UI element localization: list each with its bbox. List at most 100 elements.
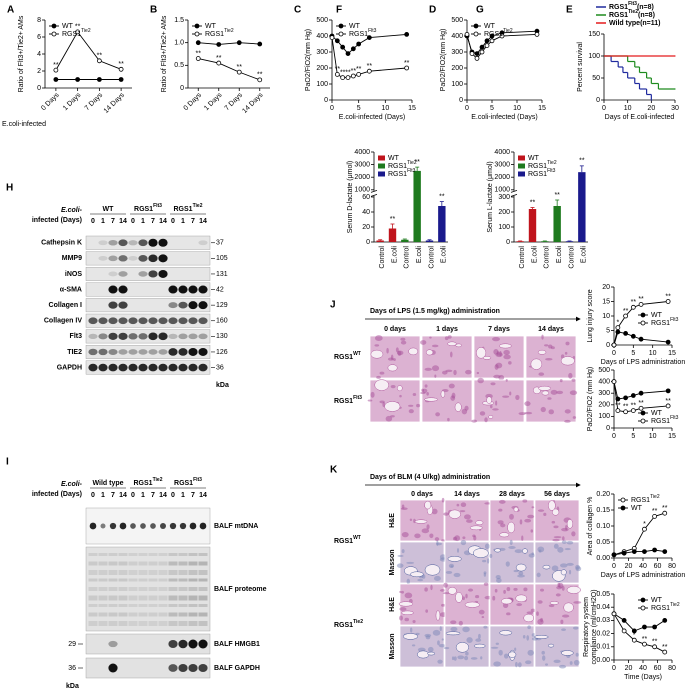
- proteome-smear: [178, 595, 188, 601]
- x-tick-label: Control: [379, 246, 386, 269]
- proteome-smear: [158, 561, 168, 566]
- data-point: [334, 72, 340, 77]
- airway: [464, 601, 480, 608]
- x-tick-label: 10: [513, 105, 521, 112]
- data-point: [638, 405, 644, 411]
- tissue-texture: [396, 350, 404, 356]
- blot-band: [118, 317, 128, 325]
- tissue-texture: [370, 391, 375, 398]
- bar: [541, 241, 549, 242]
- significance: **: [414, 159, 420, 166]
- tissue-texture: [524, 411, 533, 415]
- axis-break-mark: [510, 190, 518, 193]
- series-line: [613, 512, 665, 556]
- blot-band: [168, 664, 178, 672]
- data-point: [665, 388, 671, 394]
- blot-band: [148, 332, 158, 341]
- blot-strip: [85, 298, 211, 313]
- label-name: RGS1: [334, 538, 353, 545]
- tissue-texture: [487, 558, 490, 564]
- x-tick-label: 5: [490, 105, 494, 112]
- tissue-texture: [531, 506, 535, 509]
- proteome-smear: [198, 553, 208, 556]
- data-point: [652, 624, 657, 630]
- tissue-texture: [400, 507, 408, 510]
- airway: [454, 402, 462, 412]
- tissue-texture: [429, 336, 432, 339]
- tissue-texture: [478, 609, 485, 615]
- y-tick-label: 0.02: [596, 630, 610, 637]
- proteome-smear: [138, 604, 148, 607]
- tissue-texture: [424, 367, 432, 371]
- legend-marker: [640, 605, 646, 611]
- tissue-texture: [399, 615, 403, 621]
- airway: [499, 532, 510, 538]
- proteome-smear: [198, 578, 208, 582]
- data-point: [623, 395, 628, 401]
- y-tick-label: 400: [598, 378, 610, 385]
- legend-swatch: [518, 171, 525, 177]
- y-tick-label: 100: [588, 53, 600, 60]
- x-tick-label: 1 Days: [203, 91, 224, 112]
- tissue-texture: [495, 352, 503, 358]
- airway: [537, 349, 547, 355]
- tissue-texture: [492, 408, 499, 411]
- tissue-texture: [390, 384, 396, 389]
- tissue-texture: [553, 525, 559, 529]
- significance: **: [642, 636, 648, 643]
- legend-swatch: [518, 155, 525, 161]
- proteome-smear: [108, 587, 118, 591]
- blot-band: [158, 238, 168, 247]
- y-tick-label: 0: [606, 342, 610, 349]
- blot-strip: [85, 235, 211, 250]
- column-label: 0 days: [411, 491, 433, 498]
- tissue-texture: [537, 600, 543, 604]
- lane-label: 7: [151, 218, 155, 225]
- label-name: RGS1: [528, 163, 547, 170]
- y-tick-label: 300: [498, 194, 510, 201]
- tissue-texture: [484, 502, 492, 505]
- x-tick-label: 20: [647, 105, 655, 112]
- proteome-smear: [148, 621, 158, 626]
- panel-letter: I: [6, 457, 9, 468]
- airway: [523, 613, 535, 623]
- blot-band: [158, 363, 168, 372]
- tissue-texture: [537, 509, 545, 512]
- airway: [522, 548, 528, 554]
- significance: **: [623, 308, 629, 315]
- y-axis-label: PaO2/FIO2(mm Hg): [440, 29, 447, 92]
- blot-band: [138, 317, 148, 325]
- proteome-smear: [158, 595, 168, 601]
- dot-blot: [130, 523, 136, 529]
- blot-band: [148, 270, 158, 278]
- x-tick-label: 10: [381, 105, 389, 112]
- tissue-texture: [564, 419, 571, 423]
- tissue-texture: [538, 549, 542, 553]
- tissue-texture: [466, 637, 473, 644]
- tissue-texture: [417, 578, 424, 582]
- blot-header: infected (Days): [32, 217, 82, 224]
- blot-band: [88, 363, 98, 372]
- label: RGS1Tie2: [205, 28, 234, 38]
- dot-blot: [89, 522, 97, 530]
- tissue-texture: [502, 395, 510, 398]
- y-tick-label: 150: [588, 31, 600, 38]
- significance: **: [579, 158, 585, 165]
- x-tick-label: 14 Days: [103, 91, 126, 114]
- label: RGS1Flt3: [528, 168, 556, 178]
- label-name: RGS1: [349, 31, 368, 38]
- tissue-texture: [401, 549, 405, 554]
- proteome-smear: [158, 612, 168, 617]
- tissue-texture: [572, 626, 579, 630]
- significance: **: [53, 62, 59, 69]
- label: WT: [103, 206, 115, 213]
- x-tick-label: 0: [612, 665, 616, 672]
- proteome-smear: [158, 604, 168, 607]
- label: WT: [651, 597, 663, 604]
- tissue-texture: [476, 371, 480, 375]
- proteome-smear: [148, 553, 158, 556]
- proteome-smear: [118, 587, 128, 591]
- y-tick-label: 100: [598, 413, 610, 420]
- proteome-smear: [108, 621, 118, 626]
- airway: [397, 385, 403, 392]
